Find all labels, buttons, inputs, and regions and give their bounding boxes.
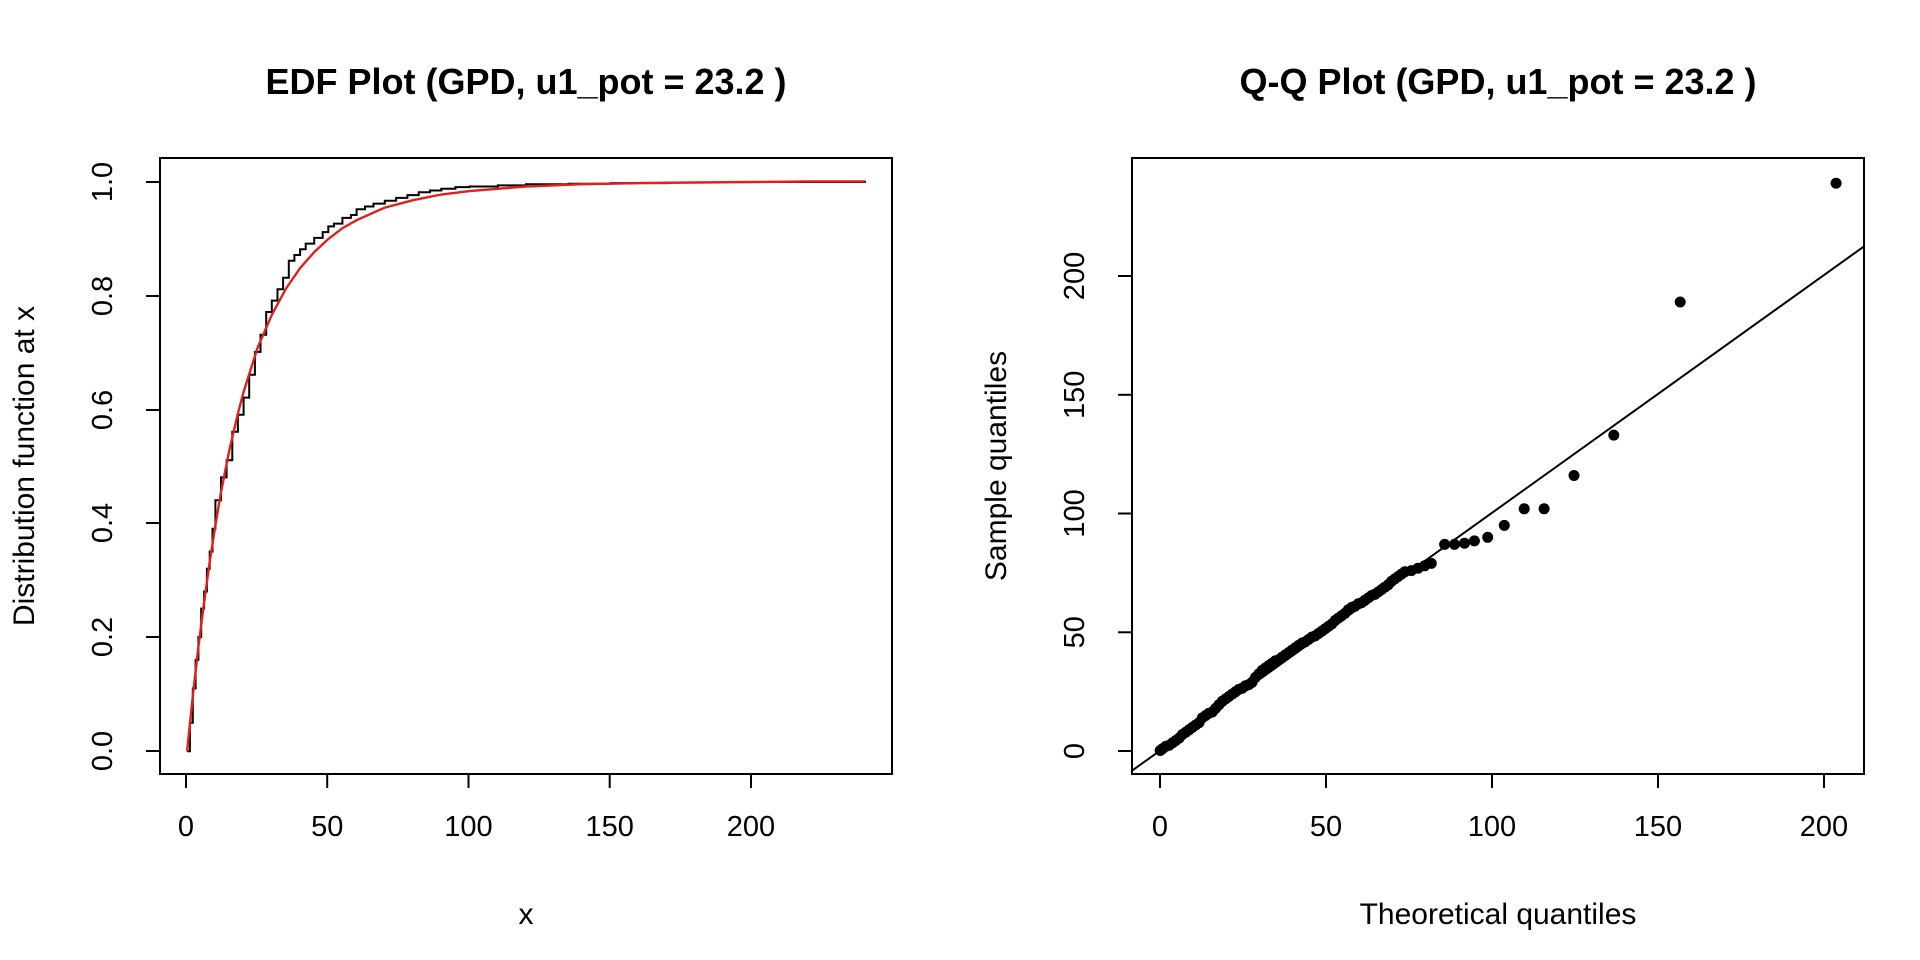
edf-marks — [185, 180, 866, 753]
edf-plot-frame — [159, 157, 893, 775]
qq-title: Q-Q Plot (GPD, u1_pot = 23.2 ) — [1239, 61, 1756, 102]
edf-x-tick-label-100: 100 — [444, 811, 492, 843]
qq-point — [1538, 503, 1550, 515]
qq-x-axis: 0 50 100 150 200 — [1152, 773, 1848, 843]
qq-point — [1449, 538, 1460, 550]
qq-x-tick-label-200: 200 — [1800, 811, 1848, 843]
qq-y-tick-label-200: 200 — [1059, 252, 1091, 300]
edf-y-tick-label-0.6: 0.6 — [87, 390, 119, 430]
edf-panel: EDF Plot (GPD, u1_pot = 23.2 ) 0 50 100 … — [8, 61, 893, 931]
qq-point — [1482, 531, 1494, 543]
edf-y-axis-label: Distribution function at x — [8, 306, 41, 626]
qq-point — [1830, 177, 1842, 189]
qq-panel: Q-Q Plot (GPD, u1_pot = 23.2 ) 0 50 100 … — [980, 61, 1865, 931]
qq-y-tick-label-100: 100 — [1059, 489, 1091, 537]
edf-y-tick-label-0.2: 0.2 — [87, 617, 119, 657]
qq-x-tick-label-150: 150 — [1634, 811, 1682, 843]
qq-point — [1608, 429, 1620, 441]
edf-y-tick-label-0.8: 0.8 — [87, 276, 119, 316]
qq-y-axis: 0 50 100 150 200 — [1059, 252, 1133, 759]
edf-step-line — [187, 180, 866, 753]
qq-x-tick-label-100: 100 — [1468, 811, 1516, 843]
edf-y-tick-label-0.0: 0.0 — [87, 731, 119, 771]
edf-x-tick-label-200: 200 — [727, 811, 775, 843]
edf-x-tick-label-0: 0 — [178, 811, 194, 843]
edf-x-tick-label-50: 50 — [311, 811, 343, 843]
qq-y-axis-label: Sample quantiles — [980, 351, 1013, 581]
gpd-fit-curve — [185, 180, 865, 752]
qq-x-axis-label: Theoretical quantiles — [1360, 898, 1637, 931]
edf-y-tick-label-1.0: 1.0 — [87, 162, 119, 202]
edf-x-axis: 0 50 100 150 200 — [178, 773, 775, 843]
qq-y-tick-label-50: 50 — [1059, 616, 1091, 648]
qq-point — [1439, 538, 1451, 550]
qq-x-tick-label-0: 0 — [1152, 811, 1168, 843]
qq-point — [1568, 470, 1580, 481]
qq-point — [1459, 537, 1470, 549]
edf-title: EDF Plot (GPD, u1_pot = 23.2 ) — [265, 61, 786, 102]
edf-x-tick-label-150: 150 — [586, 811, 634, 843]
edf-x-axis-label: x — [519, 898, 534, 931]
edf-y-tick-label-0.4: 0.4 — [87, 503, 119, 543]
qq-point — [1498, 519, 1510, 531]
qq-point — [1468, 535, 1480, 547]
qq-x-tick-label-50: 50 — [1310, 811, 1342, 843]
qq-y-tick-label-0: 0 — [1059, 743, 1091, 759]
qq-point — [1674, 296, 1686, 308]
edf-y-axis: 0.0 0.2 0.4 0.6 0.8 1.0 — [87, 162, 161, 771]
qq-point — [1425, 557, 1437, 569]
qq-plot-frame — [1131, 157, 1865, 775]
qq-marks — [1131, 177, 1865, 772]
qq-point — [1518, 503, 1530, 515]
qq-y-tick-label-150: 150 — [1059, 371, 1091, 419]
